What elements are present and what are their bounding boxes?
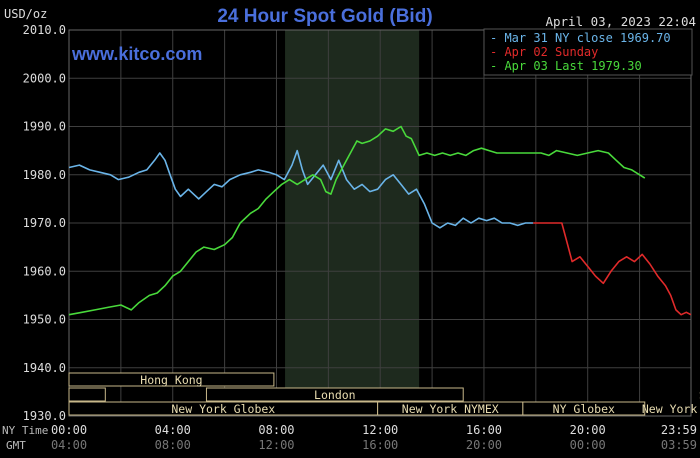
x-tick-label-ny: 12:00 [362, 423, 398, 437]
timestamp: April 03, 2023 22:04 [545, 14, 696, 29]
session-box [68, 387, 106, 402]
x-tick-label-gmt: 03:59 [661, 438, 697, 452]
x-tick-label-ny: 23:59 [661, 423, 697, 437]
y-tick-label: 1930.0 [23, 409, 66, 423]
units-label: USD/oz [4, 7, 47, 21]
x-tick-label-ny: 04:00 [155, 423, 191, 437]
x-tick-label-gmt: 16:00 [362, 438, 398, 452]
legend: - Mar 31 NY close 1969.70 - Apr 02 Sunda… [483, 28, 693, 76]
session-label: New York Globex [171, 402, 275, 416]
legend-mar31: - Mar 31 NY close 1969.70 [490, 31, 671, 45]
session-label: New York NYMEX [402, 402, 499, 416]
session-label: London [314, 388, 356, 402]
y-tick-label: 1980.0 [23, 168, 66, 182]
legend-apr02: - Apr 02 Sunday [490, 45, 598, 59]
x-tick-label-ny: 08:00 [258, 423, 294, 437]
x-tick-label-ny: 16:00 [466, 423, 502, 437]
x-tick-label-gmt: 08:00 [155, 438, 191, 452]
legend-box [483, 28, 693, 76]
plot-frame [68, 29, 692, 417]
y-tick-label: 1990.0 [23, 120, 66, 134]
legend-apr03: - Apr 03 Last 1979.30 [490, 59, 642, 73]
y-tick-label: 1940.0 [23, 361, 66, 375]
series-line [533, 222, 692, 316]
gmt-label: GMT [6, 439, 26, 452]
session-label: Sydney [699, 388, 700, 402]
series-line [68, 149, 534, 229]
session-box [522, 401, 646, 416]
series-line [68, 125, 646, 316]
kitco-url: www.kitco.com [71, 44, 202, 64]
session-label: NY Globex [553, 402, 615, 416]
session-box [205, 387, 464, 402]
y-tick-label: 2010.0 [23, 23, 66, 37]
series-layer [68, 125, 692, 316]
y-tick-label: 1950.0 [23, 313, 66, 327]
x-tick-label-gmt: 04:00 [51, 438, 87, 452]
x-tick-label-gmt: 20:00 [466, 438, 502, 452]
axis-layer: 1930.0 1940.0 1950.0 1960.0 1970.0 1980.0 1990… [23, 23, 697, 452]
x-tick-label-ny: 20:00 [570, 423, 606, 437]
y-tick-label: 1960.0 [23, 264, 66, 278]
session-label: New York Globex [642, 402, 700, 416]
x-tick-label-ny: 00:00 [51, 423, 87, 437]
y-tick-label: 2000.0 [23, 71, 66, 85]
ny-time-label: NY Time [2, 424, 48, 437]
session-box [68, 372, 275, 387]
session-label: Hong Kong [140, 373, 202, 387]
session-layer: Hong Kong London New York Globex New York N… [68, 372, 700, 416]
x-tick-label-gmt: 12:00 [258, 438, 294, 452]
x-tick-label-gmt: 00:00 [570, 438, 606, 452]
y-tick-label: 1970.0 [23, 216, 66, 230]
chart-title: 24 Hour Spot Gold (Bid) [217, 6, 432, 27]
